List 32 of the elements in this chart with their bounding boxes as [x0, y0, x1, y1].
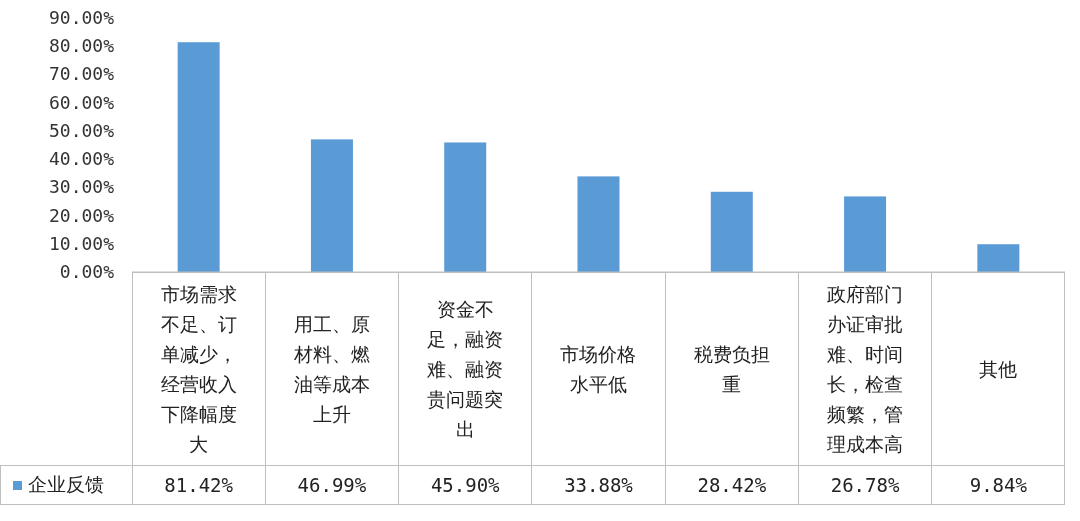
y-tick-label: 30.00% [48, 176, 115, 198]
y-tick-label: 0.00% [59, 261, 115, 282]
x-tick-label: 政府部门办证审批难、时间长，检查频繁，管理成本高 [826, 282, 905, 457]
x-tick-label: 市场需求不足、订单减少，经营收入下降幅度大 [159, 282, 238, 457]
y-tick-label: 10.00% [48, 232, 115, 254]
data-label: 26.78% [798, 465, 932, 505]
x-tick-label: 资金不足，融资难、融资贵问题突出 [426, 297, 505, 442]
y-tick-label: 20.00% [48, 204, 115, 226]
x-tick-label: 税费负担重 [692, 342, 771, 397]
y-tick-label: 70.00% [48, 63, 115, 85]
x-tick-label: 其他 [978, 357, 1019, 382]
x-tick-label: 市场价格水平低 [559, 342, 638, 397]
bar [977, 244, 1020, 272]
bar [444, 142, 487, 272]
data-label: 9.84% [931, 465, 1065, 505]
bar [844, 196, 887, 272]
data-label: 46.99% [265, 465, 399, 505]
data-label: 28.42% [665, 465, 799, 505]
y-tick-label: 60.00% [48, 91, 115, 113]
x-tick-label: 用工、原材料、燃油等成本上升 [292, 312, 371, 427]
y-tick-label: 50.00% [48, 119, 115, 141]
legend-label: 企业反馈 [28, 473, 104, 495]
bar [577, 176, 620, 272]
y-tick-label: 80.00% [48, 35, 115, 57]
data-label: 45.90% [398, 465, 532, 505]
y-tick-label: 40.00% [48, 148, 115, 170]
y-tick-label: 90.00% [48, 7, 115, 28]
bar [710, 191, 753, 272]
data-label: 81.42% [132, 465, 266, 505]
data-label: 33.88% [531, 465, 666, 505]
bar [177, 42, 220, 272]
bar [310, 139, 353, 272]
